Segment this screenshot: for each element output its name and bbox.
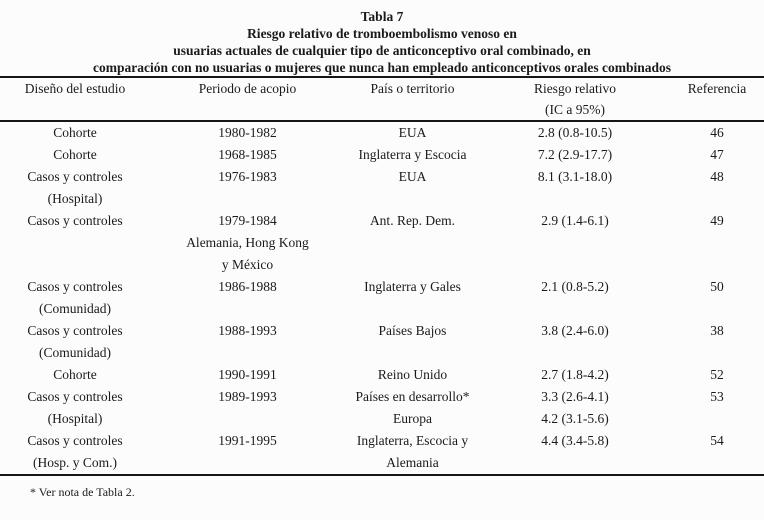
- country-cell: Inglaterra y Escocia: [358, 147, 467, 162]
- table-row: Casos y controles (Hospital) 1976-1983 E…: [0, 166, 764, 210]
- reference-cell: 49: [710, 213, 724, 228]
- reference-cell: 48: [710, 169, 724, 184]
- period-cell: 1976-1983: [218, 169, 277, 184]
- column-header-period: Periodo de acopio: [150, 78, 345, 122]
- country-cell: EUA: [398, 169, 427, 184]
- table-bottom-divider: [0, 474, 764, 476]
- design-cell: Cohorte: [53, 147, 97, 162]
- risk-cell: 2.7 (1.8-4.2): [541, 367, 609, 382]
- column-header-risk-line2: (IC a 95%): [545, 102, 605, 117]
- country-cell: Inglaterra y Gales: [364, 279, 461, 294]
- reference-cell: 46: [710, 125, 724, 140]
- table-row: Casos y controles (Comunidad) 1988-1993 …: [0, 320, 764, 364]
- reference-cell: 53: [710, 389, 724, 404]
- title-line-1: Riesgo relativo de tromboembolismo venos…: [247, 26, 517, 41]
- reference-cell: 50: [710, 279, 724, 294]
- design-cell: Casos y controles (Comunidad): [27, 279, 123, 316]
- design-cell: Casos y controles (Hosp. y Com.): [27, 433, 123, 470]
- table-row: Casos y controles (Hospital) 1989-1993 P…: [0, 386, 764, 430]
- reference-cell: 47: [710, 147, 724, 162]
- reference-cell: 52: [710, 367, 724, 382]
- period-cell: 1989-1993: [218, 389, 277, 404]
- title-line-2: usuarias actuales de cualquier tipo de a…: [173, 43, 591, 58]
- table-header-row: Diseño del estudio Periodo de acopio Paí…: [0, 78, 764, 122]
- column-header-country: País o territorio: [345, 78, 480, 122]
- country-cell: Inglaterra, Escocia y Alemania: [356, 433, 469, 470]
- design-cell: Cohorte: [53, 125, 97, 140]
- design-cell: Casos y controles (Hospital): [27, 169, 123, 206]
- title-line-3: comparación con no usuarias o mujeres qu…: [92, 60, 672, 75]
- period-cell: 1979-1984 Alemania, Hong Kong y México: [186, 213, 309, 272]
- table-row: Cohorte 1990-1991 Reino Unido 2.7 (1.8-4…: [0, 364, 764, 386]
- table-row: Cohorte 1968-1985 Inglaterra y Escocia 7…: [0, 144, 764, 166]
- period-cell: 1980-1982: [218, 125, 277, 140]
- reference-cell: 54: [710, 433, 724, 448]
- table-title-block: Tabla 7 Riesgo relativo de tromboembolis…: [0, 0, 764, 76]
- reference-cell: 38: [710, 323, 724, 338]
- design-cell: Casos y controles (Comunidad): [27, 323, 123, 360]
- country-cell: Países en desarrollo* Europa: [355, 389, 470, 426]
- table-row: Cohorte 1980-1982 EUA 2.8 (0.8-10.5) 46: [0, 121, 764, 144]
- table-row: Casos y controles 1979-1984 Alemania, Ho…: [0, 210, 764, 276]
- risk-cell: 4.4 (3.4-5.8): [541, 433, 609, 448]
- risk-cell: 8.1 (3.1-18.0): [537, 169, 613, 184]
- period-cell: 1991-1995: [218, 433, 277, 448]
- column-header-reference: Referencia: [670, 78, 764, 122]
- period-cell: 1988-1993: [218, 323, 277, 338]
- country-cell: Ant. Rep. Dem.: [369, 213, 456, 228]
- risk-cell: 2.8 (0.8-10.5): [537, 125, 613, 140]
- design-cell: Casos y controles: [27, 213, 123, 228]
- risk-cell: 7.2 (2.9-17.7): [537, 147, 613, 162]
- country-cell: Reino Unido: [377, 367, 448, 382]
- table-row: Casos y controles (Comunidad) 1986-1988 …: [0, 276, 764, 320]
- table-label: Tabla 7: [360, 9, 404, 24]
- period-cell: 1990-1991: [218, 367, 277, 382]
- period-cell: 1968-1985: [218, 147, 277, 162]
- column-header-risk-line1: Riesgo relativo: [533, 81, 617, 96]
- column-header-risk: Riesgo relativo (IC a 95%): [480, 78, 670, 122]
- risk-cell: 2.9 (1.4-6.1): [541, 213, 609, 228]
- design-cell: Casos y controles (Hospital): [27, 389, 123, 426]
- country-cell: Países Bajos: [378, 323, 447, 338]
- risk-cell: 2.1 (0.8-5.2): [541, 279, 609, 294]
- table-row: Casos y controles (Hosp. y Com.) 1991-19…: [0, 430, 764, 474]
- design-cell: Cohorte: [53, 367, 97, 382]
- risk-cell: 3.8 (2.4-6.0): [541, 323, 609, 338]
- column-header-design: Diseño del estudio: [0, 78, 150, 122]
- risk-cell: 3.3 (2.6-4.1) 4.2 (3.1-5.6): [541, 389, 609, 426]
- table-footnote: * Ver nota de Tabla 2.: [30, 485, 135, 499]
- title-divider: [0, 76, 764, 78]
- risk-table: Diseño del estudio Periodo de acopio Paí…: [0, 78, 764, 474]
- country-cell: EUA: [398, 125, 427, 140]
- period-cell: 1986-1988: [218, 279, 277, 294]
